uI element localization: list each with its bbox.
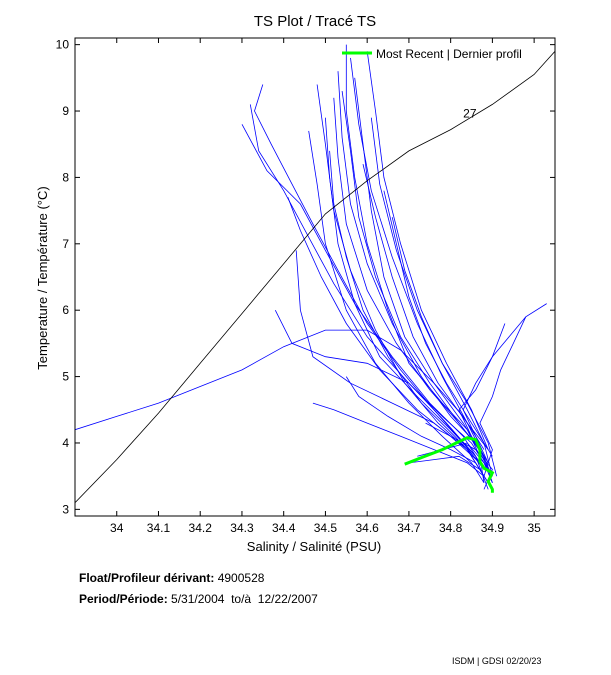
y-tick-label: 7 xyxy=(62,237,69,251)
profile-line-21 xyxy=(345,376,489,484)
profile-line-9 xyxy=(249,104,477,457)
profile-line-14 xyxy=(383,190,493,457)
isopycnal-line xyxy=(75,51,555,503)
profile-line-26 xyxy=(370,117,493,477)
period-info: Period/Période: 5/31/2004 to/à 12/22/200… xyxy=(79,592,318,606)
most-recent-profile-line xyxy=(404,436,495,493)
y-tick-label: 5 xyxy=(62,370,69,384)
profile-line-17 xyxy=(75,329,485,450)
y-axis-label: Temperature / Température (°C) xyxy=(35,186,50,369)
x-tick-label: 34.4 xyxy=(272,521,296,535)
x-tick-label: 34 xyxy=(110,521,124,535)
legend: Most Recent | Dernier profil xyxy=(342,47,522,61)
float-info: Float/Profileur dérivant: 4900528 xyxy=(79,571,264,585)
profile-line-3 xyxy=(350,57,485,457)
profile-line-29 xyxy=(391,217,497,477)
x-tick-label: 34.2 xyxy=(189,521,213,535)
x-tick-label: 35 xyxy=(527,521,541,535)
y-tick-label: 3 xyxy=(62,502,69,516)
profile-line-11 xyxy=(287,197,481,464)
period-value: 5/31/2004 to/à 12/22/2007 xyxy=(171,592,318,606)
profile-line-18 xyxy=(462,303,547,464)
profile-line-27 xyxy=(329,150,481,464)
profile-line-2 xyxy=(333,97,493,477)
y-tick-label: 6 xyxy=(62,303,69,317)
x-axis-label: Salinity / Salinité (PSU) xyxy=(247,539,381,554)
y-tick-label: 10 xyxy=(56,38,70,52)
y-tick-label: 8 xyxy=(62,170,69,184)
x-tick-label: 34.1 xyxy=(147,521,171,535)
x-tick-label: 34.8 xyxy=(439,521,463,535)
profile-line-25 xyxy=(408,455,493,490)
isopycnal-label: 27 xyxy=(463,107,477,121)
profile-line-7 xyxy=(366,51,489,450)
footer-credit: ISDM | GDSI 02/20/23 xyxy=(452,656,542,666)
isopycnal-layer xyxy=(75,51,555,503)
x-tick-label: 34.3 xyxy=(230,521,254,535)
profile-line-8 xyxy=(254,84,485,470)
most-recent-layer xyxy=(404,436,495,493)
profile-line-16 xyxy=(295,250,485,477)
profile-line-19 xyxy=(479,316,527,477)
series-layer xyxy=(75,44,547,490)
y-tick-label: 4 xyxy=(62,436,69,450)
profile-line-4 xyxy=(325,117,489,490)
profile-line-28 xyxy=(341,91,485,457)
y-tick-label: 9 xyxy=(62,104,69,118)
period-label: Period/Période: xyxy=(79,592,168,606)
x-tick-label: 34.5 xyxy=(314,521,338,535)
float-label: Float/Profileur dérivant: xyxy=(79,571,215,585)
x-tick-label: 34.7 xyxy=(397,521,421,535)
chart-title: TS Plot / Tracé TS xyxy=(254,13,376,30)
profile-line-5 xyxy=(308,130,485,484)
profile-line-10 xyxy=(241,124,485,470)
profile-line-22 xyxy=(312,402,485,477)
legend-label: Most Recent | Dernier profil xyxy=(376,47,522,61)
profile-line-12 xyxy=(354,77,493,483)
float-value: 4900528 xyxy=(217,571,265,585)
x-tick-label: 34.9 xyxy=(481,521,505,535)
x-tick-label: 34.6 xyxy=(355,521,379,535)
plot-frame xyxy=(74,37,556,517)
